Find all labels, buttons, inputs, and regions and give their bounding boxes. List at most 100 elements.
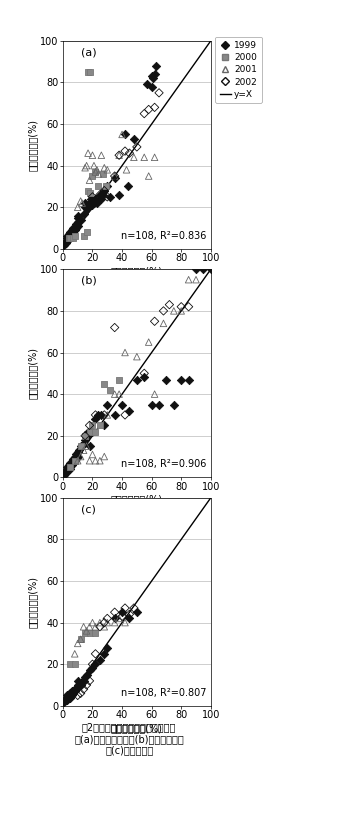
Point (78, 194, 83, 207)
Point (93, 194, 98, 207)
Point (72, 224, 78, 237)
Point (66, 232, 71, 245)
Point (152, 101, 157, 114)
Point (146, 335, 151, 348)
Point (112, 388, 117, 401)
Point (144, 78, 150, 91)
Text: (b): (b) (81, 276, 97, 286)
X-axis label: 実測不稔歩合(%): 実測不稔歩合(%) (111, 723, 163, 733)
Point (105, 641, 110, 654)
Point (69, 689, 74, 702)
Point (125, 180, 131, 193)
Point (84, 159, 89, 172)
Point (119, 128, 125, 141)
Point (78, 450, 83, 463)
Point (93, 166, 98, 179)
Point (87, 174, 92, 187)
Point (78, 213, 83, 226)
Point (65, 460, 70, 473)
Point (90, 425, 95, 438)
Point (84, 429, 89, 442)
Text: n=108, R²=0.836: n=108, R²=0.836 (121, 231, 206, 241)
Point (78, 632, 83, 645)
Point (134, 373, 139, 386)
Point (149, 398, 154, 411)
Point (119, 610, 125, 623)
Point (68, 691, 73, 704)
Point (87, 440, 92, 453)
Point (105, 612, 110, 625)
Point (141, 107, 147, 120)
Point (102, 184, 107, 197)
Point (69, 456, 74, 469)
Point (70, 455, 76, 468)
Point (161, 317, 166, 330)
Point (76, 444, 82, 457)
Point (80, 197, 85, 210)
Point (178, 373, 184, 386)
Point (84, 440, 89, 453)
Point (112, 170, 117, 183)
Point (178, 300, 184, 313)
Point (134, 350, 139, 363)
Point (152, 151, 157, 164)
Point (72, 455, 78, 468)
Point (102, 450, 107, 463)
Text: (c): (c) (81, 504, 96, 514)
Point (66, 230, 71, 243)
Point (72, 685, 78, 698)
Point (87, 620, 92, 633)
Point (87, 425, 92, 438)
Point (72, 221, 78, 235)
Point (87, 197, 92, 210)
Point (96, 180, 101, 193)
Point (81, 437, 86, 450)
Point (63, 691, 69, 704)
Point (167, 298, 172, 311)
Point (156, 398, 162, 411)
Point (65, 232, 70, 245)
Point (100, 167, 105, 180)
Point (122, 144, 128, 157)
Point (90, 190, 95, 203)
Point (116, 373, 122, 386)
Point (73, 221, 79, 235)
Point (68, 228, 73, 241)
Point (75, 455, 80, 468)
Point (82, 627, 88, 640)
Point (201, 263, 206, 276)
Point (82, 429, 88, 442)
Point (94, 197, 100, 210)
Point (186, 300, 191, 313)
Point (85, 425, 91, 438)
Point (102, 409, 107, 422)
Point (75, 450, 80, 463)
Point (105, 398, 110, 411)
Text: 噗2　推定不稔歩合と実測値の比較
　(a)あきたこまち、(b)ササニシキ、
　(c)ひとめぼれ: 噗2 推定不稔歩合と実測値の比較 (a)あきたこまち、(b)ササニシキ、 (c)… (74, 722, 184, 756)
X-axis label: 実測不稔歩合(%): 実測不稔歩合(%) (111, 266, 163, 276)
Point (96, 167, 101, 180)
Point (149, 80, 154, 93)
Point (81, 620, 86, 633)
Point (93, 413, 98, 426)
Point (65, 463, 70, 476)
Point (87, 186, 92, 199)
Point (208, 263, 214, 276)
Point (62, 238, 67, 251)
Point (70, 687, 76, 700)
Point (69, 685, 74, 698)
Point (85, 147, 91, 160)
Point (78, 687, 83, 700)
Point (78, 440, 83, 453)
Point (90, 616, 95, 629)
Point (96, 409, 101, 422)
Point (90, 658, 95, 671)
Point (105, 180, 110, 193)
Point (73, 217, 79, 230)
Point (63, 464, 69, 477)
Y-axis label: 推測不稔割合(%): 推測不稔割合(%) (28, 576, 38, 628)
Point (112, 616, 117, 629)
Point (78, 632, 83, 645)
Point (152, 315, 157, 328)
Point (149, 69, 154, 82)
